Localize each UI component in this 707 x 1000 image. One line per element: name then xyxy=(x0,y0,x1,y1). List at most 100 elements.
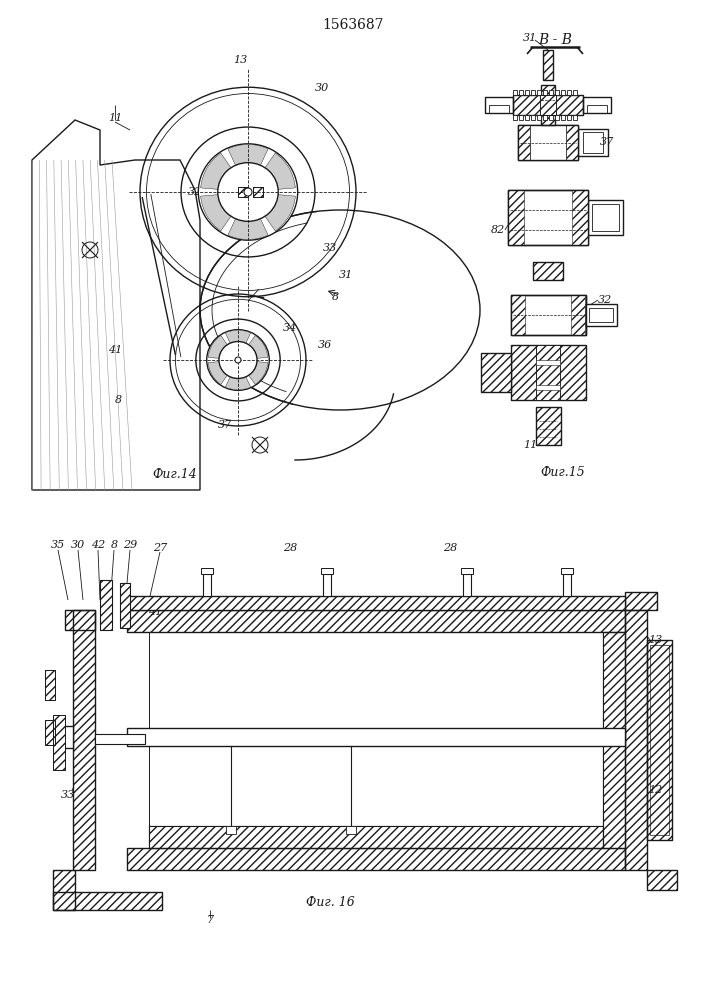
Text: 12: 12 xyxy=(648,785,662,795)
Bar xyxy=(100,580,112,630)
Bar xyxy=(530,125,566,160)
Bar xyxy=(485,97,513,113)
Wedge shape xyxy=(201,192,248,231)
Bar xyxy=(346,826,356,834)
Bar xyxy=(583,97,611,113)
Bar xyxy=(549,90,553,95)
Text: 37: 37 xyxy=(218,420,232,430)
Text: Фиг. 16: Фиг. 16 xyxy=(305,896,354,908)
Bar xyxy=(541,85,555,125)
Bar xyxy=(95,734,145,744)
Bar xyxy=(513,95,583,115)
Bar xyxy=(536,407,561,445)
Bar xyxy=(481,353,511,392)
Bar xyxy=(53,715,65,770)
Bar xyxy=(508,190,588,245)
Bar xyxy=(603,632,625,848)
Bar xyxy=(533,262,563,280)
Bar xyxy=(511,345,586,400)
Bar xyxy=(511,295,586,335)
Bar xyxy=(531,115,535,120)
Bar xyxy=(561,568,573,574)
Bar xyxy=(543,90,547,95)
Text: 8: 8 xyxy=(110,540,117,550)
Bar xyxy=(55,726,73,748)
Bar xyxy=(127,610,625,632)
Text: 30: 30 xyxy=(71,540,85,550)
Text: 8: 8 xyxy=(332,292,339,302)
Bar xyxy=(555,90,559,95)
Bar xyxy=(508,190,524,245)
Bar xyxy=(463,574,471,596)
Wedge shape xyxy=(228,144,268,192)
Text: Фиг.14: Фиг.14 xyxy=(153,468,197,482)
Bar xyxy=(149,632,603,826)
Bar xyxy=(525,115,529,120)
Bar xyxy=(120,583,130,628)
Bar xyxy=(536,407,561,445)
Bar xyxy=(519,90,523,95)
Text: 29: 29 xyxy=(123,540,137,550)
Text: 27: 27 xyxy=(153,543,167,553)
Bar xyxy=(481,353,511,392)
Bar xyxy=(100,580,112,630)
Ellipse shape xyxy=(199,144,298,240)
Text: 41: 41 xyxy=(108,345,122,355)
Text: 82: 82 xyxy=(491,225,505,235)
Bar xyxy=(120,583,130,628)
Text: 32: 32 xyxy=(188,187,202,197)
Bar xyxy=(149,826,603,848)
Bar xyxy=(53,870,75,910)
Text: 13: 13 xyxy=(233,55,247,65)
Bar xyxy=(53,870,75,910)
Text: 33: 33 xyxy=(323,243,337,253)
Ellipse shape xyxy=(219,342,257,378)
Bar xyxy=(650,645,669,835)
Bar xyxy=(525,90,529,95)
Bar xyxy=(513,90,517,95)
Bar xyxy=(485,97,513,113)
Bar xyxy=(531,90,535,95)
Wedge shape xyxy=(238,360,268,385)
Bar xyxy=(625,610,647,870)
Bar xyxy=(549,115,553,120)
Bar xyxy=(585,304,617,326)
Bar xyxy=(625,592,657,610)
Bar xyxy=(567,90,571,95)
Ellipse shape xyxy=(235,357,241,363)
Bar xyxy=(73,610,95,870)
Bar xyxy=(45,670,55,700)
Bar xyxy=(253,187,263,197)
Bar xyxy=(238,187,248,197)
Bar xyxy=(647,640,672,840)
Bar xyxy=(566,125,578,160)
Bar xyxy=(543,115,547,120)
Text: 37: 37 xyxy=(600,137,614,147)
Bar xyxy=(536,360,560,365)
Bar xyxy=(647,870,677,890)
Bar xyxy=(127,848,625,870)
Wedge shape xyxy=(228,192,268,240)
Bar xyxy=(253,187,263,197)
Wedge shape xyxy=(226,360,251,390)
Text: 31: 31 xyxy=(523,33,537,43)
Text: 35: 35 xyxy=(51,540,65,550)
Bar xyxy=(625,610,647,870)
Bar xyxy=(518,125,578,160)
Wedge shape xyxy=(248,192,296,231)
Bar xyxy=(647,870,677,890)
Bar xyxy=(543,50,553,80)
Text: 11: 11 xyxy=(523,440,537,450)
Text: 13: 13 xyxy=(648,635,662,645)
Bar xyxy=(647,640,672,840)
Bar xyxy=(203,574,211,596)
Bar xyxy=(511,345,586,400)
Text: 42: 42 xyxy=(91,540,105,550)
Bar xyxy=(53,892,162,910)
Bar xyxy=(583,97,611,113)
Bar xyxy=(572,190,588,245)
Bar xyxy=(537,115,541,120)
Bar xyxy=(127,596,625,610)
Wedge shape xyxy=(248,153,296,192)
Text: 34: 34 xyxy=(283,323,297,333)
